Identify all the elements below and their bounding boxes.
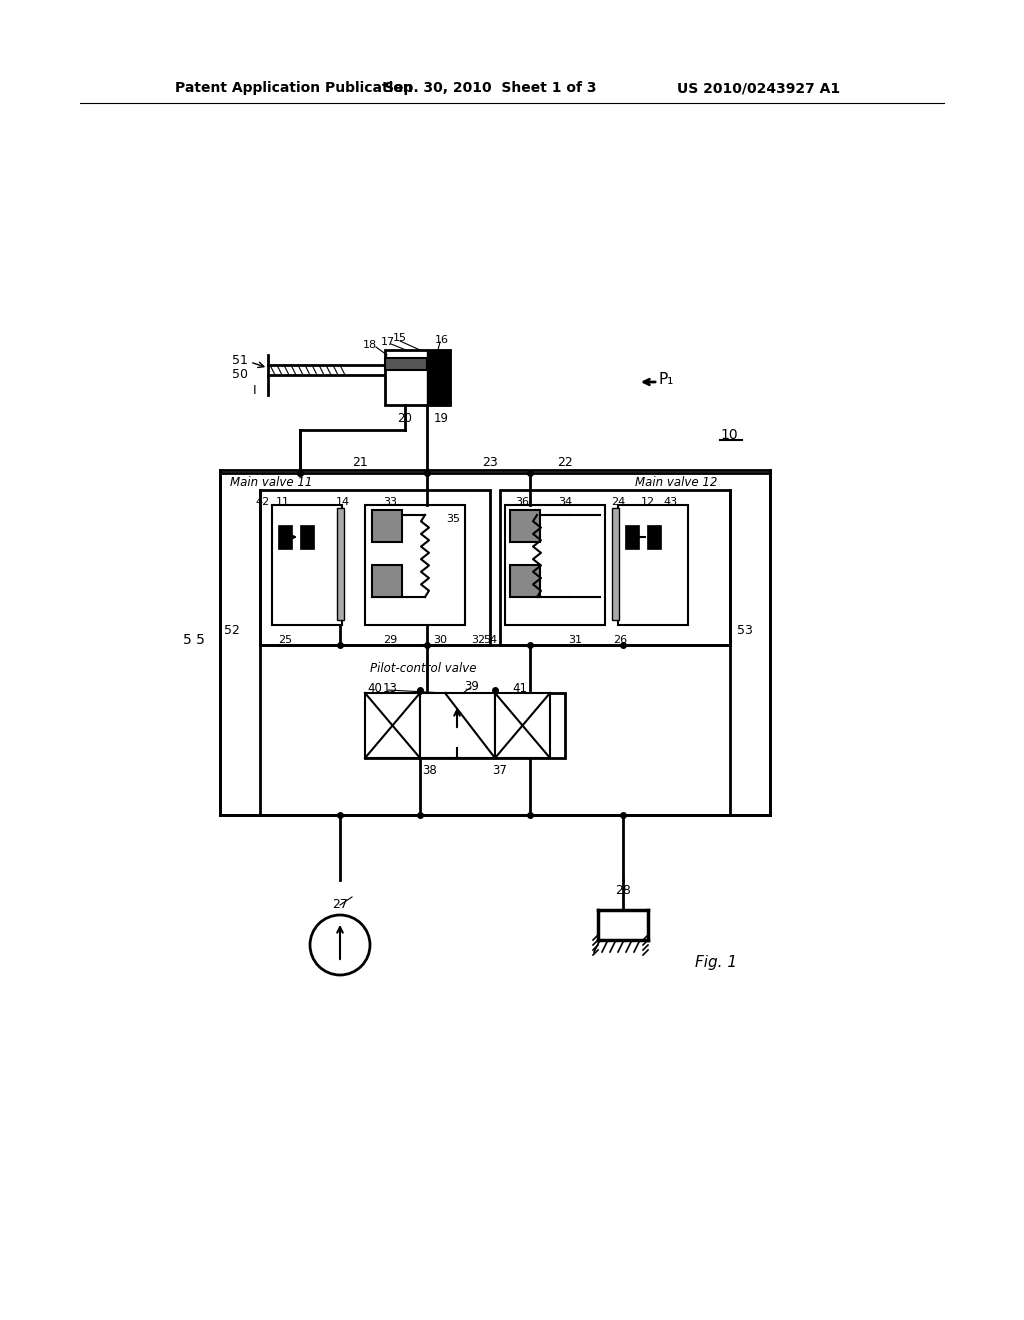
Bar [372, 510, 402, 543]
Text: P₁: P₁ [658, 372, 674, 388]
Text: 15: 15 [393, 333, 407, 343]
Bar [618, 506, 688, 624]
Text: 30: 30 [433, 635, 447, 645]
Text: 33: 33 [383, 498, 397, 507]
Text: 38: 38 [423, 763, 437, 776]
Text: Fig. 1: Fig. 1 [695, 954, 737, 969]
Text: 54: 54 [483, 635, 497, 645]
Bar [427, 350, 450, 405]
Bar [420, 693, 495, 758]
Text: 40: 40 [368, 681, 382, 694]
Text: 23: 23 [482, 457, 498, 470]
Text: 20: 20 [397, 412, 413, 425]
Bar [365, 506, 465, 624]
Text: Sep. 30, 2010  Sheet 1 of 3: Sep. 30, 2010 Sheet 1 of 3 [384, 81, 596, 95]
Bar [500, 490, 730, 645]
Text: 37: 37 [493, 763, 508, 776]
Text: Pilot-control valve: Pilot-control valve [370, 661, 476, 675]
Text: 18: 18 [362, 341, 377, 350]
Text: 32: 32 [471, 635, 485, 645]
Bar [385, 358, 427, 370]
Text: 53: 53 [737, 623, 753, 636]
Bar [625, 525, 639, 549]
Text: 16: 16 [435, 335, 449, 345]
Bar [337, 508, 344, 620]
Text: 5 5: 5 5 [183, 634, 205, 647]
Text: Patent Application Publication: Patent Application Publication [175, 81, 413, 95]
Bar [278, 525, 292, 549]
Bar [612, 508, 618, 620]
Text: 14: 14 [336, 498, 350, 507]
Text: 22: 22 [557, 457, 572, 470]
Bar [372, 565, 402, 597]
Text: 31: 31 [568, 635, 582, 645]
Text: 13: 13 [383, 681, 397, 694]
Text: 21: 21 [352, 457, 368, 470]
Text: 39: 39 [465, 680, 479, 693]
Bar [510, 565, 540, 597]
Text: 28: 28 [615, 883, 631, 896]
Text: 43: 43 [663, 498, 677, 507]
Text: 26: 26 [613, 635, 627, 645]
Bar [505, 506, 605, 624]
Text: I: I [253, 384, 257, 396]
Text: 19: 19 [433, 412, 449, 425]
Text: Main valve 12: Main valve 12 [635, 477, 718, 490]
Bar [300, 525, 314, 549]
Bar [510, 510, 540, 543]
Text: 51: 51 [232, 354, 248, 367]
Bar [495, 693, 550, 758]
Text: 29: 29 [383, 635, 397, 645]
Text: 11: 11 [276, 498, 290, 507]
Bar [647, 525, 662, 549]
Text: US 2010/0243927 A1: US 2010/0243927 A1 [677, 81, 840, 95]
Bar [385, 350, 450, 405]
Text: Main valve 11: Main valve 11 [230, 477, 312, 490]
Text: 52: 52 [224, 623, 240, 636]
Text: 42: 42 [256, 498, 270, 507]
Text: 17: 17 [381, 337, 395, 347]
Text: 34: 34 [558, 498, 572, 507]
Text: 36: 36 [515, 498, 529, 507]
Text: 27: 27 [332, 899, 348, 912]
Text: 10: 10 [720, 428, 737, 442]
Bar [365, 693, 565, 758]
Bar [365, 693, 420, 758]
Text: 50: 50 [232, 367, 248, 380]
Text: 12: 12 [641, 498, 655, 507]
Text: 41: 41 [512, 681, 527, 694]
Bar [220, 470, 770, 814]
Text: 24: 24 [611, 498, 625, 507]
Bar [272, 506, 342, 624]
Text: 35: 35 [446, 513, 460, 524]
Bar [260, 490, 490, 645]
Text: 25: 25 [278, 635, 292, 645]
